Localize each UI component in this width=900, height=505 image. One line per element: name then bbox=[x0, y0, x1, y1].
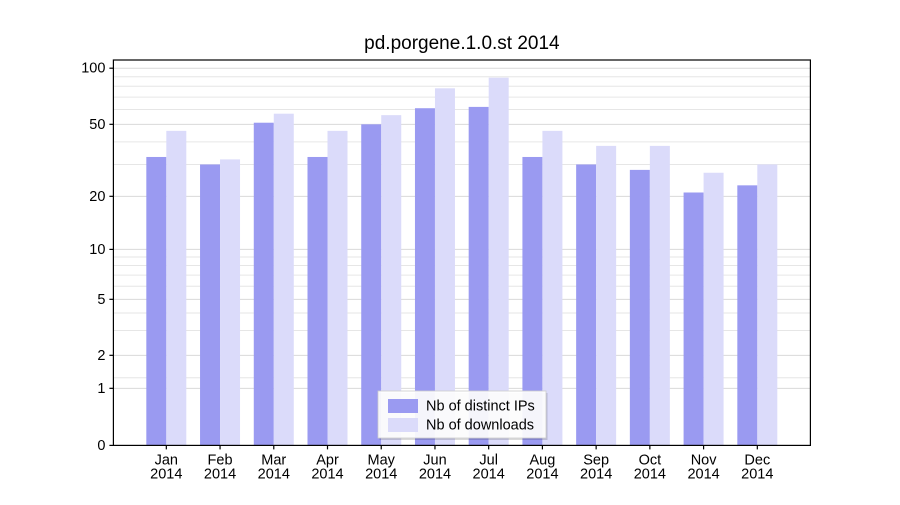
svg-text:pd.porgene.1.0.st 2014: pd.porgene.1.0.st 2014 bbox=[364, 33, 560, 54]
svg-text:2014: 2014 bbox=[150, 466, 182, 482]
svg-text:2014: 2014 bbox=[473, 466, 505, 482]
svg-text:Nb of downloads: Nb of downloads bbox=[426, 418, 534, 434]
svg-text:2014: 2014 bbox=[634, 466, 666, 482]
svg-text:2014: 2014 bbox=[258, 466, 290, 482]
svg-text:50: 50 bbox=[89, 117, 105, 133]
svg-text:2014: 2014 bbox=[311, 466, 343, 482]
svg-text:2: 2 bbox=[97, 348, 105, 364]
svg-text:5: 5 bbox=[97, 292, 105, 308]
svg-text:2014: 2014 bbox=[687, 466, 719, 482]
svg-text:2014: 2014 bbox=[526, 466, 558, 482]
svg-text:Nb of distinct IPs: Nb of distinct IPs bbox=[426, 399, 535, 415]
svg-text:1: 1 bbox=[97, 381, 105, 397]
svg-text:2014: 2014 bbox=[204, 466, 236, 482]
svg-text:2014: 2014 bbox=[419, 466, 451, 482]
svg-text:0: 0 bbox=[97, 438, 105, 454]
svg-text:2014: 2014 bbox=[741, 466, 773, 482]
svg-text:10: 10 bbox=[89, 242, 105, 258]
svg-text:2014: 2014 bbox=[580, 466, 612, 482]
svg-text:20: 20 bbox=[89, 189, 105, 205]
svg-text:2014: 2014 bbox=[365, 466, 397, 482]
svg-text:100: 100 bbox=[81, 61, 105, 77]
